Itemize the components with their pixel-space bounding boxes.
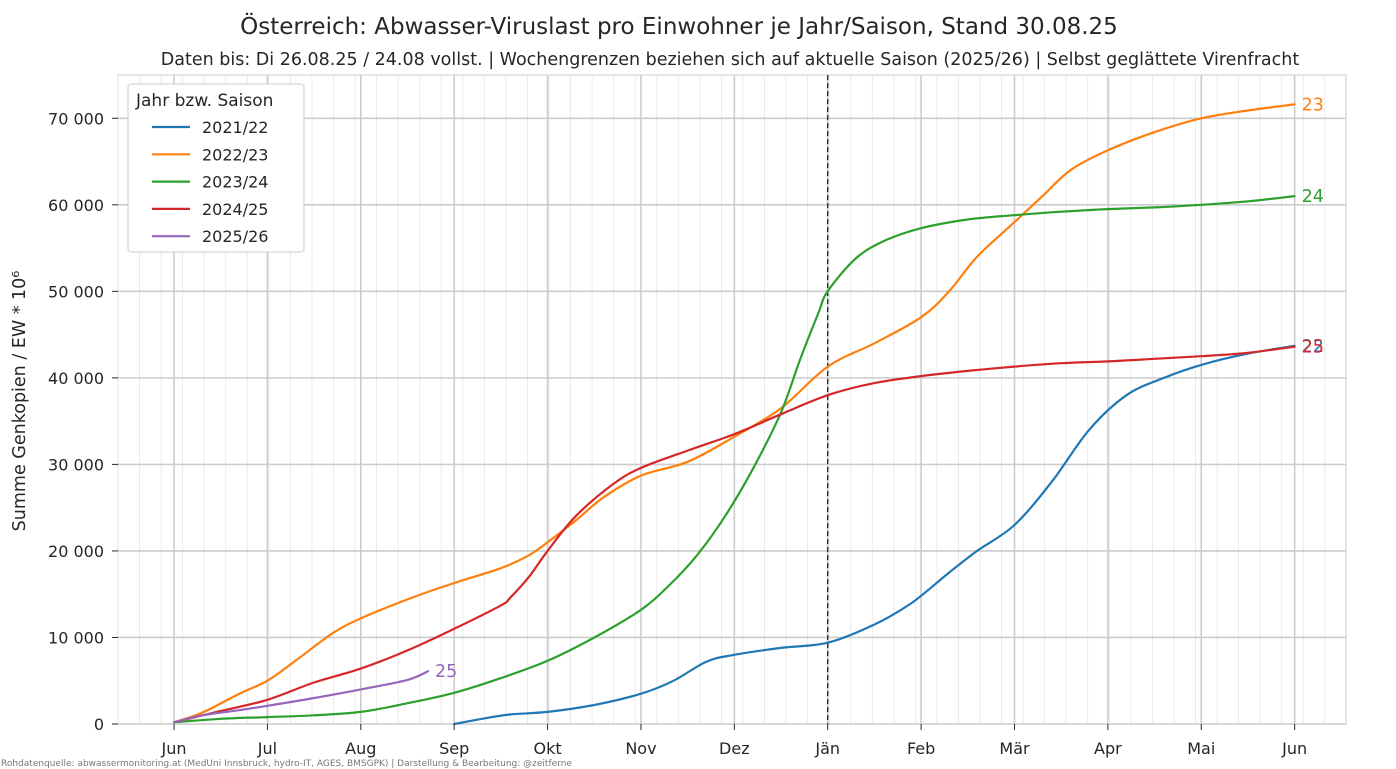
plot-area — [117, 74, 1347, 725]
series-end-label: 25 — [435, 662, 457, 682]
x-tick-label: Sep — [439, 739, 469, 758]
chart-title: Österreich: Abwasser-Viruslast pro Einwo… — [240, 12, 1118, 40]
legend-entry-label: 2024/25 — [202, 200, 268, 219]
legend-entry-label: 2021/22 — [202, 118, 268, 137]
legend-title: Jahr bzw. Saison — [135, 91, 273, 111]
series-line-2021-22 — [453, 344, 1296, 726]
source-footnote: Rohdatenquelle: abwassermonitoring.at (M… — [1, 759, 572, 769]
chart-subtitle: Daten bis: Di 26.08.25 / 24.08 vollst. |… — [161, 50, 1300, 70]
y-tick-label: 70 000 — [48, 109, 104, 128]
legend-entry-label: 2022/23 — [202, 145, 268, 164]
series-end-label: 23 — [1302, 95, 1324, 115]
x-tick-label: Jun — [161, 739, 187, 758]
x-tick-label: Jän — [814, 739, 840, 758]
legend: Jahr bzw. Saison 2021/22 2022/23 2023/24 20… — [127, 83, 305, 253]
x-tick-label: Dez — [719, 739, 750, 758]
end-labels: 22 23 24 25 25 — [435, 95, 1324, 682]
y-tick-label: 40 000 — [48, 369, 104, 388]
major-gridlines — [118, 75, 1346, 725]
series-lines — [172, 103, 1296, 726]
y-tick-label: 50 000 — [48, 282, 104, 301]
x-tick-label: Aug — [345, 739, 376, 758]
x-tick-label: Jun — [1281, 739, 1307, 758]
series-line-2025-26 — [172, 670, 430, 724]
series-line-2022-23 — [172, 103, 1296, 724]
y-axis-label: Summe Genkopien / EW * 10⁶ — [10, 271, 30, 532]
legend-entry-label: 2023/24 — [202, 173, 268, 192]
series-end-label: 25 — [1302, 338, 1324, 358]
x-tick-label: Mär — [999, 739, 1030, 758]
x-tick-label: Jul — [257, 739, 277, 758]
series-end-label: 22 — [1302, 337, 1324, 357]
series-line-2024-25 — [172, 345, 1296, 724]
y-tick-label: 30 000 — [48, 455, 104, 474]
x-axis: Jun Jul Aug Sep Okt Nov Dez Jän Feb Mär Apr Mai Jun — [161, 724, 1307, 758]
x-tick-label: Nov — [625, 739, 656, 758]
series-end-label: 24 — [1302, 187, 1324, 207]
x-tick-label: Mai — [1187, 739, 1215, 758]
x-tick-label: Okt — [533, 739, 561, 758]
x-tick-label: Apr — [1094, 739, 1122, 758]
x-tick-label: Feb — [907, 739, 935, 758]
y-axis: 0 10 000 20 000 30 000 40 000 50 000 60 000 70 … — [48, 109, 118, 734]
y-tick-label: 60 000 — [48, 196, 104, 215]
y-tick-label: 0 — [94, 715, 104, 734]
y-tick-label: 10 000 — [48, 628, 104, 647]
series-line-2023-24 — [172, 195, 1296, 724]
y-tick-label: 20 000 — [48, 542, 104, 561]
plot-background — [117, 74, 1347, 725]
legend-entry-label: 2025/26 — [202, 227, 268, 246]
